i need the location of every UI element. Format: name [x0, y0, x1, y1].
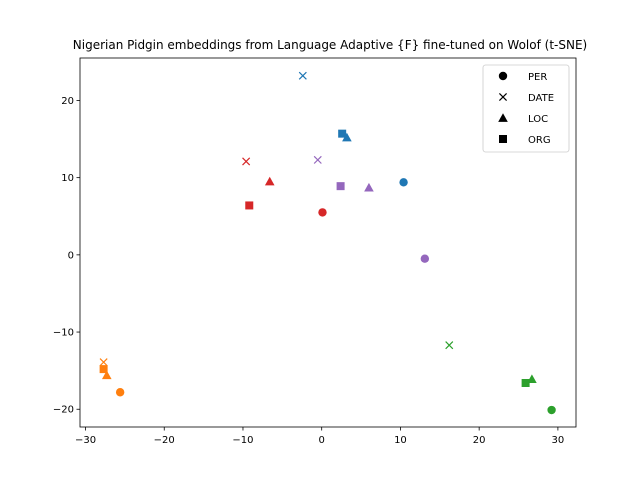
x-tick-label: 10 [394, 435, 407, 446]
data-point-square [99, 365, 108, 374]
axes-frame [79, 57, 577, 428]
x-tick-label: −10 [232, 435, 253, 446]
x-tick-label: −30 [75, 435, 96, 446]
legend-label: LOC [528, 114, 548, 125]
data-point-triangle [364, 182, 374, 192]
data-point-triangle [342, 132, 352, 142]
data-point-circle [318, 208, 327, 217]
legend-marker-square [499, 135, 507, 143]
legend: PER DATE LOC ORG [482, 64, 570, 153]
y-tick-label: 10 [61, 173, 74, 184]
y-tick-label: −20 [53, 405, 74, 416]
data-point-triangle [264, 176, 275, 186]
legend-marker-triangle [498, 113, 508, 122]
legend-label: DATE [528, 93, 554, 104]
x-tick-label: −20 [154, 435, 175, 446]
data-point-circle [420, 254, 430, 263]
x-tick-label: 30 [552, 435, 565, 446]
y-tick-label: 20 [61, 96, 74, 107]
data-point-square [521, 378, 530, 387]
x-tick-label: 0 [319, 435, 325, 446]
data-point-circle [399, 178, 408, 187]
legend-box [482, 64, 570, 153]
x-tick-label: 20 [473, 435, 486, 446]
data-point-square [338, 129, 347, 138]
y-tick-label: −10 [53, 328, 74, 339]
data-point-square [245, 201, 254, 210]
data-point-x [99, 358, 108, 367]
legend-marker-circle [498, 71, 508, 81]
data-point-triangle [101, 370, 112, 380]
y-tick-label: 0 [68, 250, 74, 261]
legend-marker-x [498, 92, 508, 102]
chart-title: Nigerian Pidgin embeddings from Language… [73, 38, 587, 52]
plot-area: −30 −20 −10 0 10 20 30 −20 −10 0 10 20 [53, 57, 577, 446]
legend-label: PER [528, 72, 547, 83]
data-point-circle [547, 405, 556, 415]
data-point-x [242, 157, 251, 166]
data-point-circle [115, 388, 125, 397]
legend-label: ORG [528, 135, 551, 146]
data-point-x [313, 155, 322, 164]
data-point-x [445, 341, 454, 350]
data-point-x [298, 71, 307, 80]
data-point-square [336, 182, 345, 191]
